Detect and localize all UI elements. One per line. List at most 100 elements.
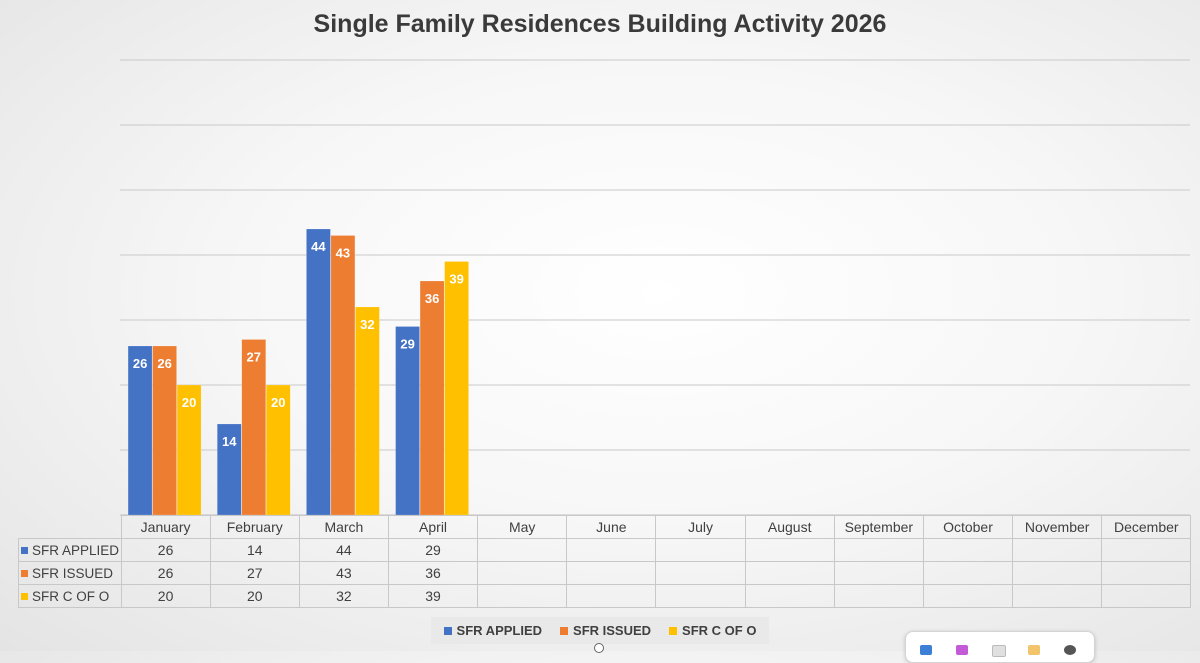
series-row-label: SFR ISSUED bbox=[18, 561, 122, 585]
folder-icon[interactable] bbox=[1028, 645, 1040, 655]
category-label: September bbox=[833, 515, 924, 539]
notes-icon[interactable] bbox=[992, 645, 1006, 657]
data-label: 20 bbox=[182, 395, 196, 410]
legend-label: SFR C OF O bbox=[682, 623, 757, 638]
data-label: 36 bbox=[425, 291, 439, 306]
series-swatch bbox=[21, 547, 28, 555]
bar-sfr-c-of-o[interactable] bbox=[176, 384, 202, 516]
table-corner bbox=[19, 516, 122, 539]
table-header-row: January February March April May June July Augu… bbox=[19, 515, 1192, 539]
copilot-icon[interactable] bbox=[920, 645, 932, 655]
bar-sfr-issued[interactable] bbox=[419, 280, 445, 516]
table-cell bbox=[833, 538, 924, 562]
legend-swatch bbox=[560, 626, 569, 635]
data-label: 26 bbox=[157, 356, 171, 371]
bar-sfr-applied[interactable] bbox=[395, 326, 420, 516]
series-swatch bbox=[21, 593, 28, 601]
legend-item[interactable]: SFR APPLIED bbox=[443, 623, 543, 638]
category-label: November bbox=[1012, 515, 1103, 539]
series-row-label: SFR APPLIED bbox=[18, 538, 122, 562]
floating-toolbar[interactable] bbox=[905, 631, 1095, 663]
category-label: October bbox=[922, 515, 1014, 539]
table-cell bbox=[566, 561, 657, 585]
legend-item[interactable]: SFR ISSUED bbox=[560, 623, 651, 638]
legend-swatch bbox=[443, 626, 452, 635]
table-row: SFR C OF O 20 20 32 39 bbox=[18, 584, 1192, 608]
data-table: January February March April May June July Augu… bbox=[18, 515, 1192, 608]
category-label: March bbox=[298, 515, 389, 539]
data-label: 27 bbox=[247, 350, 261, 365]
category-label: January bbox=[120, 515, 211, 539]
table-cell: 32 bbox=[298, 584, 389, 608]
table-cell: 36 bbox=[387, 561, 479, 585]
data-label: 44 bbox=[311, 239, 326, 254]
table-cell bbox=[1101, 584, 1192, 608]
settings-icon[interactable] bbox=[1064, 645, 1076, 655]
table-cell bbox=[1012, 538, 1103, 562]
data-label: 43 bbox=[336, 246, 350, 261]
table-cell bbox=[1012, 561, 1103, 585]
table-cell: 43 bbox=[298, 561, 389, 585]
table-row: SFR APPLIED 26 14 44 29 bbox=[18, 538, 1192, 562]
table-cell bbox=[655, 561, 746, 585]
legend-label: SFR APPLIED bbox=[456, 623, 543, 638]
bar-sfr-applied[interactable] bbox=[127, 345, 153, 516]
data-label: 39 bbox=[449, 272, 463, 287]
table-cell: 39 bbox=[387, 584, 479, 608]
category-label: April bbox=[387, 515, 479, 539]
chart-title: Single Family Residences Building Activi… bbox=[313, 10, 887, 38]
category-label: December bbox=[1101, 515, 1192, 539]
table-cell bbox=[833, 584, 924, 608]
table-cell bbox=[744, 538, 835, 562]
table-cell bbox=[922, 538, 1014, 562]
legend-item[interactable]: SFR C OF O bbox=[669, 623, 756, 638]
table-cell bbox=[566, 538, 657, 562]
table-cell bbox=[1012, 584, 1103, 608]
resize-handle[interactable] bbox=[594, 643, 604, 653]
data-label: 29 bbox=[400, 337, 414, 352]
table-cell bbox=[744, 584, 835, 608]
bar-sfr-applied[interactable] bbox=[306, 228, 331, 516]
table-cell bbox=[922, 584, 1014, 608]
table-cell: 14 bbox=[209, 538, 300, 562]
bar-sfr-c-of-o[interactable] bbox=[266, 384, 291, 516]
data-label: 26 bbox=[133, 356, 147, 371]
table-cell bbox=[1101, 538, 1192, 562]
table-row: SFR ISSUED 26 27 43 36 bbox=[18, 561, 1192, 585]
category-label: June bbox=[566, 515, 657, 539]
legend-swatch bbox=[669, 626, 678, 635]
table-cell bbox=[1101, 561, 1192, 585]
table-cell: 44 bbox=[298, 538, 389, 562]
data-label: 32 bbox=[360, 317, 374, 332]
bar-sfr-issued[interactable] bbox=[330, 235, 356, 516]
table-cell: 26 bbox=[120, 538, 211, 562]
table-cell: 27 bbox=[209, 561, 300, 585]
category-label: February bbox=[209, 515, 300, 539]
bar-sfr-c-of-o[interactable] bbox=[355, 306, 380, 516]
table-cell: 26 bbox=[120, 561, 211, 585]
bar-sfr-c-of-o[interactable] bbox=[444, 261, 469, 516]
series-row-label: SFR C OF O bbox=[18, 584, 122, 608]
table-cell bbox=[477, 538, 568, 562]
series-swatch bbox=[21, 570, 28, 578]
data-label: 20 bbox=[271, 395, 285, 410]
table-cell bbox=[477, 561, 568, 585]
chart-legend[interactable]: SFR APPLIED SFR ISSUED SFR C OF O bbox=[431, 617, 769, 644]
table-cell bbox=[744, 561, 835, 585]
table-cell bbox=[833, 561, 924, 585]
table-cell bbox=[477, 584, 568, 608]
designer-icon[interactable] bbox=[956, 645, 968, 655]
table-cell bbox=[922, 561, 1014, 585]
category-label: August bbox=[744, 515, 835, 539]
category-label: July bbox=[655, 515, 746, 539]
table-cell: 29 bbox=[387, 538, 479, 562]
table-cell bbox=[655, 538, 746, 562]
bar-sfr-applied[interactable] bbox=[217, 423, 242, 516]
table-cell: 20 bbox=[120, 584, 211, 608]
bar-sfr-issued[interactable] bbox=[152, 345, 177, 516]
bar-sfr-issued[interactable] bbox=[241, 339, 266, 516]
table-cell bbox=[655, 584, 746, 608]
table-cell bbox=[566, 584, 657, 608]
table-cell: 20 bbox=[209, 584, 300, 608]
